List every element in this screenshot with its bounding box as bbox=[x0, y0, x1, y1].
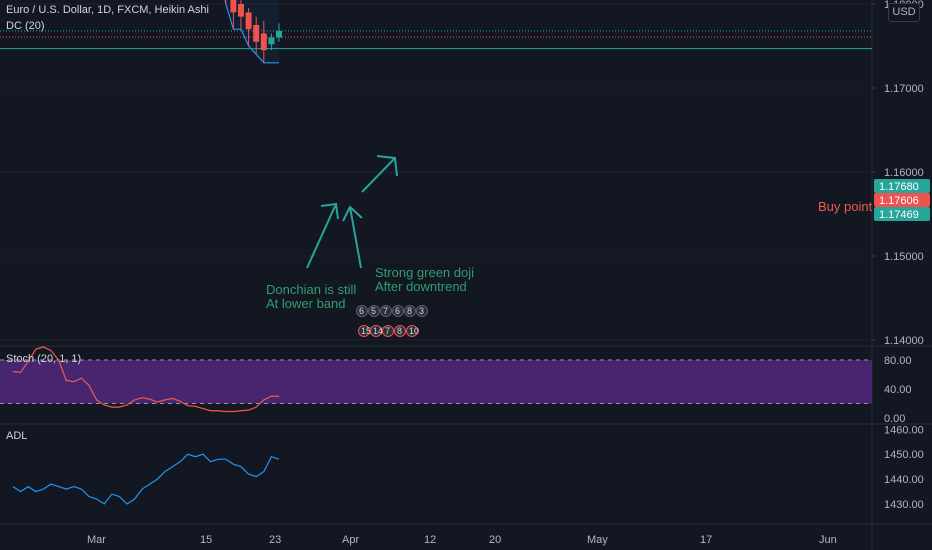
event-marker-label: 6 bbox=[359, 306, 364, 316]
adl-tick-label: 1430.00 bbox=[884, 499, 924, 511]
adl-tick-label: 1460.00 bbox=[884, 424, 924, 436]
candle-body bbox=[276, 30, 282, 38]
event-marker bbox=[370, 325, 382, 337]
price-tick-label: 1.17000 bbox=[884, 83, 924, 95]
candle-body bbox=[253, 25, 260, 42]
event-marker-label: 6 bbox=[395, 306, 400, 316]
arrow-head bbox=[320, 202, 339, 220]
stoch-tick-label: 0.00 bbox=[884, 413, 905, 425]
adl-tick-label: 1440.00 bbox=[884, 474, 924, 486]
x-tick-label: 20 bbox=[489, 534, 501, 546]
donchian-annotation: Donchian is still At lower band bbox=[266, 282, 357, 311]
event-marker bbox=[358, 325, 370, 337]
arrow-shaft bbox=[306, 203, 337, 269]
price-tick-label: 1.14000 bbox=[884, 335, 924, 347]
price-tick-label: 1.15000 bbox=[884, 251, 924, 263]
x-tick-label: May bbox=[587, 534, 608, 546]
event-marker-label: 15 bbox=[361, 326, 371, 336]
x-tick-label: Jun bbox=[819, 534, 837, 546]
dc-lower-line bbox=[224, 0, 279, 64]
candle-body bbox=[260, 33, 267, 51]
event-marker-label: 3 bbox=[419, 306, 424, 316]
event-marker bbox=[380, 305, 392, 317]
event-marker-label: 10 bbox=[409, 326, 419, 336]
candle-body bbox=[238, 4, 244, 17]
arrow-shaft bbox=[361, 157, 396, 193]
price-label-box bbox=[874, 207, 930, 221]
event-marker bbox=[368, 305, 380, 317]
dc-legend[interactable]: DC (20) bbox=[6, 20, 45, 32]
stoch-band bbox=[0, 360, 872, 404]
event-marker-label: 7 bbox=[383, 306, 388, 316]
price-tick-label: 1.16000 bbox=[884, 167, 924, 179]
buy-point-label: Buy point bbox=[818, 199, 873, 214]
adl-tick-label: 1450.00 bbox=[884, 449, 924, 461]
event-marker bbox=[394, 325, 406, 337]
symbol-legend[interactable]: Euro / U.S. Dollar, 1D, FXCM, Heikin Ash… bbox=[6, 4, 209, 16]
event-marker bbox=[404, 305, 416, 317]
adl-line bbox=[12, 453, 280, 505]
x-tick-label: 17 bbox=[700, 534, 712, 546]
event-marker bbox=[416, 305, 428, 317]
event-marker-label: 8 bbox=[397, 326, 402, 336]
x-tick-label: 12 bbox=[424, 534, 436, 546]
event-marker bbox=[392, 305, 404, 317]
adl-legend[interactable]: ADL bbox=[6, 430, 28, 442]
stoch-tick-label: 80.00 bbox=[884, 355, 912, 367]
currency-button[interactable]: USD bbox=[888, 3, 920, 22]
event-marker-label: 14 bbox=[373, 326, 383, 336]
price-label-box bbox=[874, 193, 930, 207]
arrow-head bbox=[376, 155, 398, 177]
x-tick-label: Mar bbox=[87, 534, 106, 546]
price-label: 1.17680 bbox=[879, 181, 919, 193]
x-tick-label: Apr bbox=[342, 534, 359, 546]
doji-annotation: Strong green doji After downtrend bbox=[375, 265, 475, 294]
arrow-head bbox=[342, 205, 363, 222]
event-marker bbox=[382, 325, 394, 337]
stoch-legend[interactable]: Stoch (20, 1, 1) bbox=[6, 353, 82, 365]
event-marker bbox=[406, 325, 418, 337]
candle-body bbox=[245, 12, 252, 30]
candle-body bbox=[268, 37, 275, 45]
candle-body bbox=[230, 0, 237, 13]
price-label: 1.17606 bbox=[879, 195, 919, 207]
x-tick-label: 15 bbox=[200, 534, 212, 546]
stoch-line bbox=[12, 346, 279, 413]
stoch-tick-label: 40.00 bbox=[884, 384, 912, 396]
price-label-box bbox=[874, 179, 930, 193]
event-marker-label: 5 bbox=[371, 306, 376, 316]
event-marker-label: 7 bbox=[385, 326, 390, 336]
arrow-shaft bbox=[349, 206, 362, 269]
event-marker bbox=[356, 305, 368, 317]
x-tick-label: 23 bbox=[269, 534, 281, 546]
event-marker-label: 8 bbox=[407, 306, 412, 316]
price-label: 1.17469 bbox=[879, 209, 919, 221]
